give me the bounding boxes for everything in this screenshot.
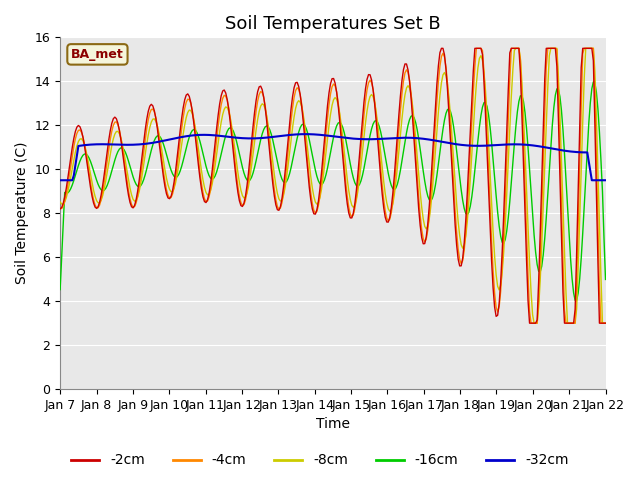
Title: Soil Temperatures Set B: Soil Temperatures Set B (225, 15, 440, 33)
Text: BA_met: BA_met (71, 48, 124, 61)
Y-axis label: Soil Temperature (C): Soil Temperature (C) (15, 142, 29, 285)
Legend: -2cm, -4cm, -8cm, -16cm, -32cm: -2cm, -4cm, -8cm, -16cm, -32cm (66, 448, 574, 473)
X-axis label: Time: Time (316, 418, 350, 432)
